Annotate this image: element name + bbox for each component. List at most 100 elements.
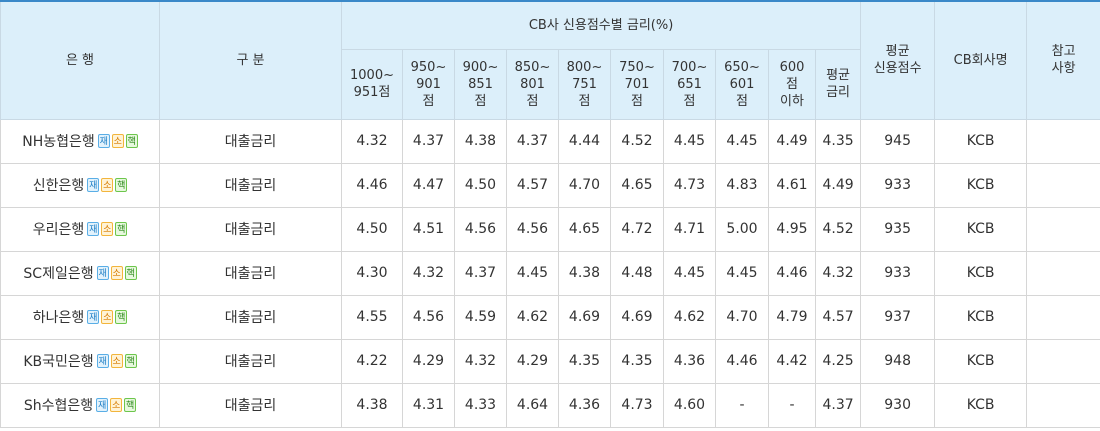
badge-jae-icon[interactable]: 재 bbox=[97, 134, 110, 148]
rate-cell: 4.31 bbox=[402, 382, 455, 428]
bank-name: 하나은행 bbox=[32, 310, 85, 326]
rate-cell: 4.25 bbox=[814, 338, 862, 384]
badge-so-icon[interactable]: 소 bbox=[110, 354, 123, 368]
rate-cell: 4.56 bbox=[454, 206, 507, 252]
rate-cell: 4.61 bbox=[768, 162, 816, 208]
rate-cell: 4.55 bbox=[341, 294, 403, 340]
category-cell: 대출금리 bbox=[159, 206, 342, 252]
bank-name: 우리은행 bbox=[32, 222, 85, 238]
rate-cell: 4.57 bbox=[814, 294, 862, 340]
badge-haek-icon[interactable]: 핵 bbox=[124, 354, 137, 368]
header-range-7: 650~ 601 점 bbox=[715, 48, 769, 120]
rate-cell: 4.49 bbox=[814, 162, 862, 208]
table-row: 하나은행 재 소 핵 대출금리 4.55 4.56 4.59 4.62 4.69 4.69 4.62 4… bbox=[0, 294, 1100, 340]
avg-score-cell: 935 bbox=[860, 206, 936, 252]
rate-cell: 4.30 bbox=[341, 250, 403, 296]
rate-cell: 4.35 bbox=[814, 118, 862, 164]
avg-score-cell: 937 bbox=[860, 294, 936, 340]
rate-cell: 4.37 bbox=[506, 118, 559, 164]
rate-cell: 4.42 bbox=[768, 338, 816, 384]
note-cell bbox=[1026, 206, 1100, 252]
rate-cell: 4.48 bbox=[610, 250, 664, 296]
rate-cell: 4.45 bbox=[663, 118, 716, 164]
rate-cell: 4.37 bbox=[454, 250, 507, 296]
rate-cell: 4.45 bbox=[715, 118, 769, 164]
table-row: 우리은행 재 소 핵 대출금리 4.50 4.51 4.56 4.56 4.65 4.72 4.71 5… bbox=[0, 206, 1100, 252]
header-cb-group: CB사 신용점수별 금리(%) bbox=[340, 0, 862, 50]
badge-so-icon[interactable]: 소 bbox=[111, 134, 124, 148]
bank-name: Sh수협은행 bbox=[23, 398, 94, 414]
header-range-2: 900~ 851 점 bbox=[454, 48, 507, 120]
rate-cell: 4.45 bbox=[663, 250, 716, 296]
rate-cell: 4.32 bbox=[341, 118, 403, 164]
rate-cell: 4.35 bbox=[558, 338, 611, 384]
rate-cell: 4.45 bbox=[506, 250, 559, 296]
badge-haek-icon[interactable]: 핵 bbox=[115, 222, 128, 236]
rate-cell: 4.72 bbox=[610, 206, 664, 252]
table-row: 신한은행 재 소 핵 대출금리 4.46 4.47 4.50 4.57 4.70 4.65 4.73 4… bbox=[0, 162, 1100, 208]
rate-cell: 4.33 bbox=[454, 382, 507, 428]
cb-company-cell: KCB bbox=[934, 294, 1028, 340]
rate-cell: 4.36 bbox=[558, 382, 611, 428]
badge-jae-icon[interactable]: 재 bbox=[87, 310, 100, 324]
rate-cell: 4.73 bbox=[663, 162, 716, 208]
rate-cell: 4.73 bbox=[610, 382, 664, 428]
badge-haek-icon[interactable]: 핵 bbox=[115, 310, 128, 324]
header-range-1: 950~ 901 점 bbox=[402, 48, 455, 120]
rate-cell: 4.57 bbox=[506, 162, 559, 208]
bank-cell: Sh수협은행 재 소 핵 bbox=[0, 382, 160, 428]
category-cell: 대출금리 bbox=[159, 382, 342, 428]
table-row: Sh수협은행 재 소 핵 대출금리 4.38 4.31 4.33 4.64 4.36 4.73 4.6… bbox=[0, 382, 1100, 428]
avg-score-cell: 933 bbox=[860, 250, 936, 296]
badge-haek-icon[interactable]: 핵 bbox=[124, 398, 137, 412]
rate-cell: 4.65 bbox=[610, 162, 664, 208]
rate-cell: 4.45 bbox=[715, 250, 769, 296]
rate-cell: 4.37 bbox=[402, 118, 455, 164]
note-cell bbox=[1026, 250, 1100, 296]
category-cell: 대출금리 bbox=[159, 118, 342, 164]
header-category: 구 분 bbox=[159, 0, 342, 120]
rate-cell: 4.38 bbox=[454, 118, 507, 164]
rate-cell: 4.35 bbox=[610, 338, 664, 384]
rate-cell: 4.36 bbox=[663, 338, 716, 384]
cb-company-cell: KCB bbox=[934, 206, 1028, 252]
badge-haek-icon[interactable]: 핵 bbox=[124, 266, 137, 280]
category-cell: 대출금리 bbox=[159, 250, 342, 296]
badge-haek-icon[interactable]: 핵 bbox=[115, 178, 128, 192]
rate-cell: 4.22 bbox=[341, 338, 403, 384]
note-cell bbox=[1026, 162, 1100, 208]
badge-so-icon[interactable]: 소 bbox=[101, 222, 114, 236]
header-range-8: 600 점 이하 bbox=[768, 48, 816, 120]
badge-jae-icon[interactable]: 재 bbox=[96, 398, 109, 412]
header-range-6: 700~ 651 점 bbox=[663, 48, 716, 120]
badge-jae-icon[interactable]: 재 bbox=[96, 266, 109, 280]
bank-name: NH농협은행 bbox=[22, 134, 95, 150]
rate-cell: 4.51 bbox=[402, 206, 455, 252]
badge-jae-icon[interactable]: 재 bbox=[87, 222, 100, 236]
rate-cell: 4.49 bbox=[768, 118, 816, 164]
bank-cell: 신한은행 재 소 핵 bbox=[0, 162, 160, 208]
header-range-9: 평균 금리 bbox=[814, 48, 862, 120]
badge-so-icon[interactable]: 소 bbox=[110, 266, 123, 280]
bank-cell: NH농협은행 재 소 핵 bbox=[0, 118, 160, 164]
badge-so-icon[interactable]: 소 bbox=[101, 310, 114, 324]
rate-cell: 4.32 bbox=[454, 338, 507, 384]
header-range-3: 850~ 801 점 bbox=[506, 48, 559, 120]
rate-cell: 4.70 bbox=[715, 294, 769, 340]
header-avg-score: 평균 신용점수 bbox=[860, 0, 936, 120]
rate-cell: 4.59 bbox=[454, 294, 507, 340]
badge-haek-icon[interactable]: 핵 bbox=[125, 134, 138, 148]
badge-jae-icon[interactable]: 재 bbox=[87, 178, 100, 192]
table-row: SC제일은행 재 소 핵 대출금리 4.30 4.32 4.37 4.45 4.38 4.48 4.4… bbox=[0, 250, 1100, 296]
badge-so-icon[interactable]: 소 bbox=[101, 178, 114, 192]
badge-jae-icon[interactable]: 재 bbox=[96, 354, 109, 368]
rate-cell: 4.56 bbox=[506, 206, 559, 252]
header-bank: 은 행 bbox=[0, 0, 160, 120]
rate-cell: 4.65 bbox=[558, 206, 611, 252]
rate-cell: 4.56 bbox=[402, 294, 455, 340]
note-cell bbox=[1026, 118, 1100, 164]
rate-cell: 4.69 bbox=[558, 294, 611, 340]
rate-cell: 4.95 bbox=[768, 206, 816, 252]
badge-so-icon[interactable]: 소 bbox=[110, 398, 123, 412]
